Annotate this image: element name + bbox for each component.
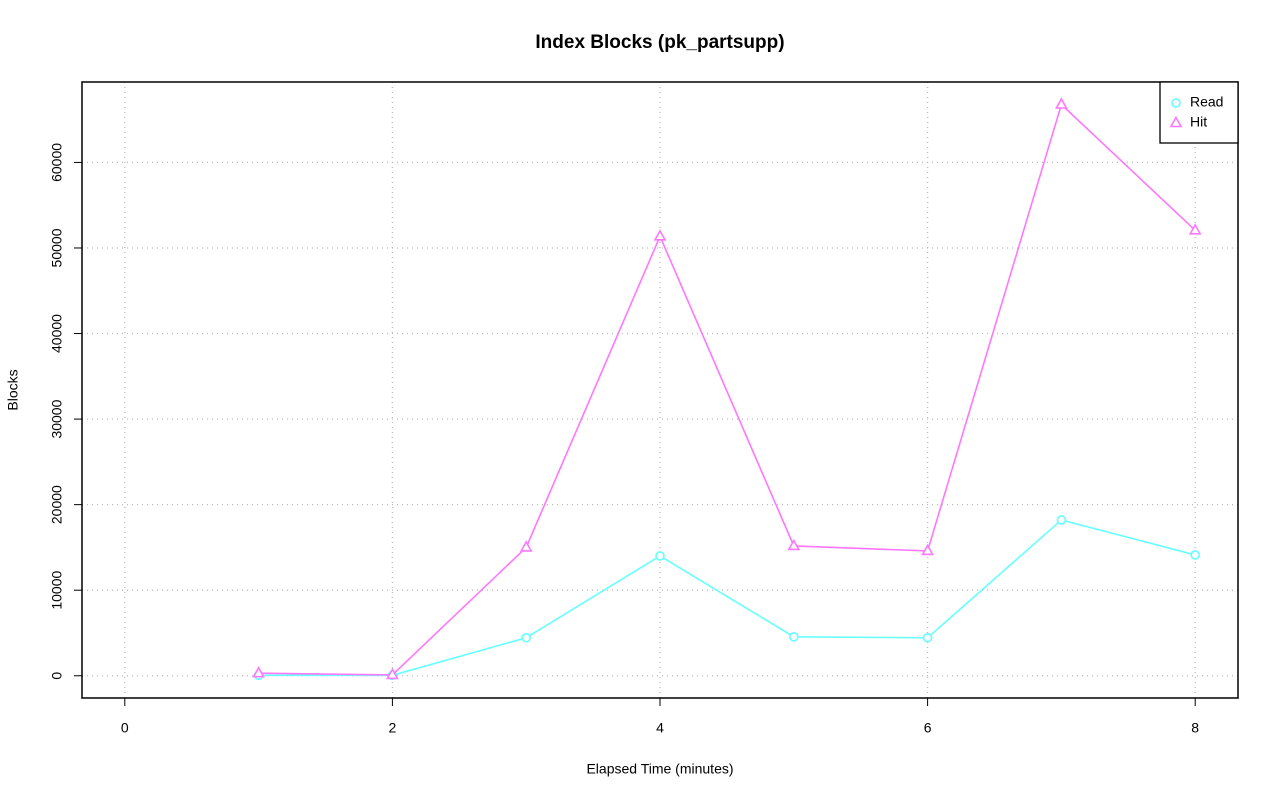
legend-marker	[1169, 115, 1183, 128]
x-tick-label: 4	[656, 720, 664, 736]
point	[521, 632, 532, 643]
y-tick-label: 20000	[49, 485, 65, 524]
x-tick-label: 2	[389, 720, 397, 736]
point	[922, 632, 933, 643]
x-tick-label: 0	[121, 720, 129, 736]
point	[1188, 223, 1202, 235]
legend-marker	[1171, 98, 1181, 108]
y-axis-label: Blocks	[5, 369, 21, 410]
point	[1055, 97, 1068, 109]
series-line	[258, 103, 1196, 676]
series-line	[258, 519, 1196, 677]
point	[386, 667, 399, 680]
legend-label: Hit	[1190, 114, 1207, 130]
y-tick-label: 30000	[49, 399, 65, 438]
point	[1056, 515, 1067, 525]
point	[252, 666, 265, 678]
chart-title: Index Blocks (pk_partsupp)	[535, 32, 784, 53]
point	[653, 229, 667, 241]
y-tick-label: 10000	[49, 571, 65, 610]
legend-box	[1159, 81, 1239, 144]
y-tick-label: 40000	[49, 314, 65, 353]
point	[921, 543, 934, 556]
x-tick-label: 6	[924, 720, 932, 736]
plot-frame	[81, 81, 1239, 699]
legend-label: Read	[1190, 94, 1223, 110]
point	[519, 540, 533, 552]
point	[655, 551, 665, 561]
x-tick-label: 8	[1191, 720, 1199, 736]
y-tick-label: 60000	[49, 143, 65, 182]
point	[788, 632, 799, 642]
point	[1190, 550, 1200, 560]
x-axis-label: Elapsed Time (minutes)	[586, 761, 733, 777]
y-tick-label: 0	[49, 672, 65, 680]
point	[787, 538, 801, 551]
y-tick-label: 50000	[49, 228, 65, 267]
